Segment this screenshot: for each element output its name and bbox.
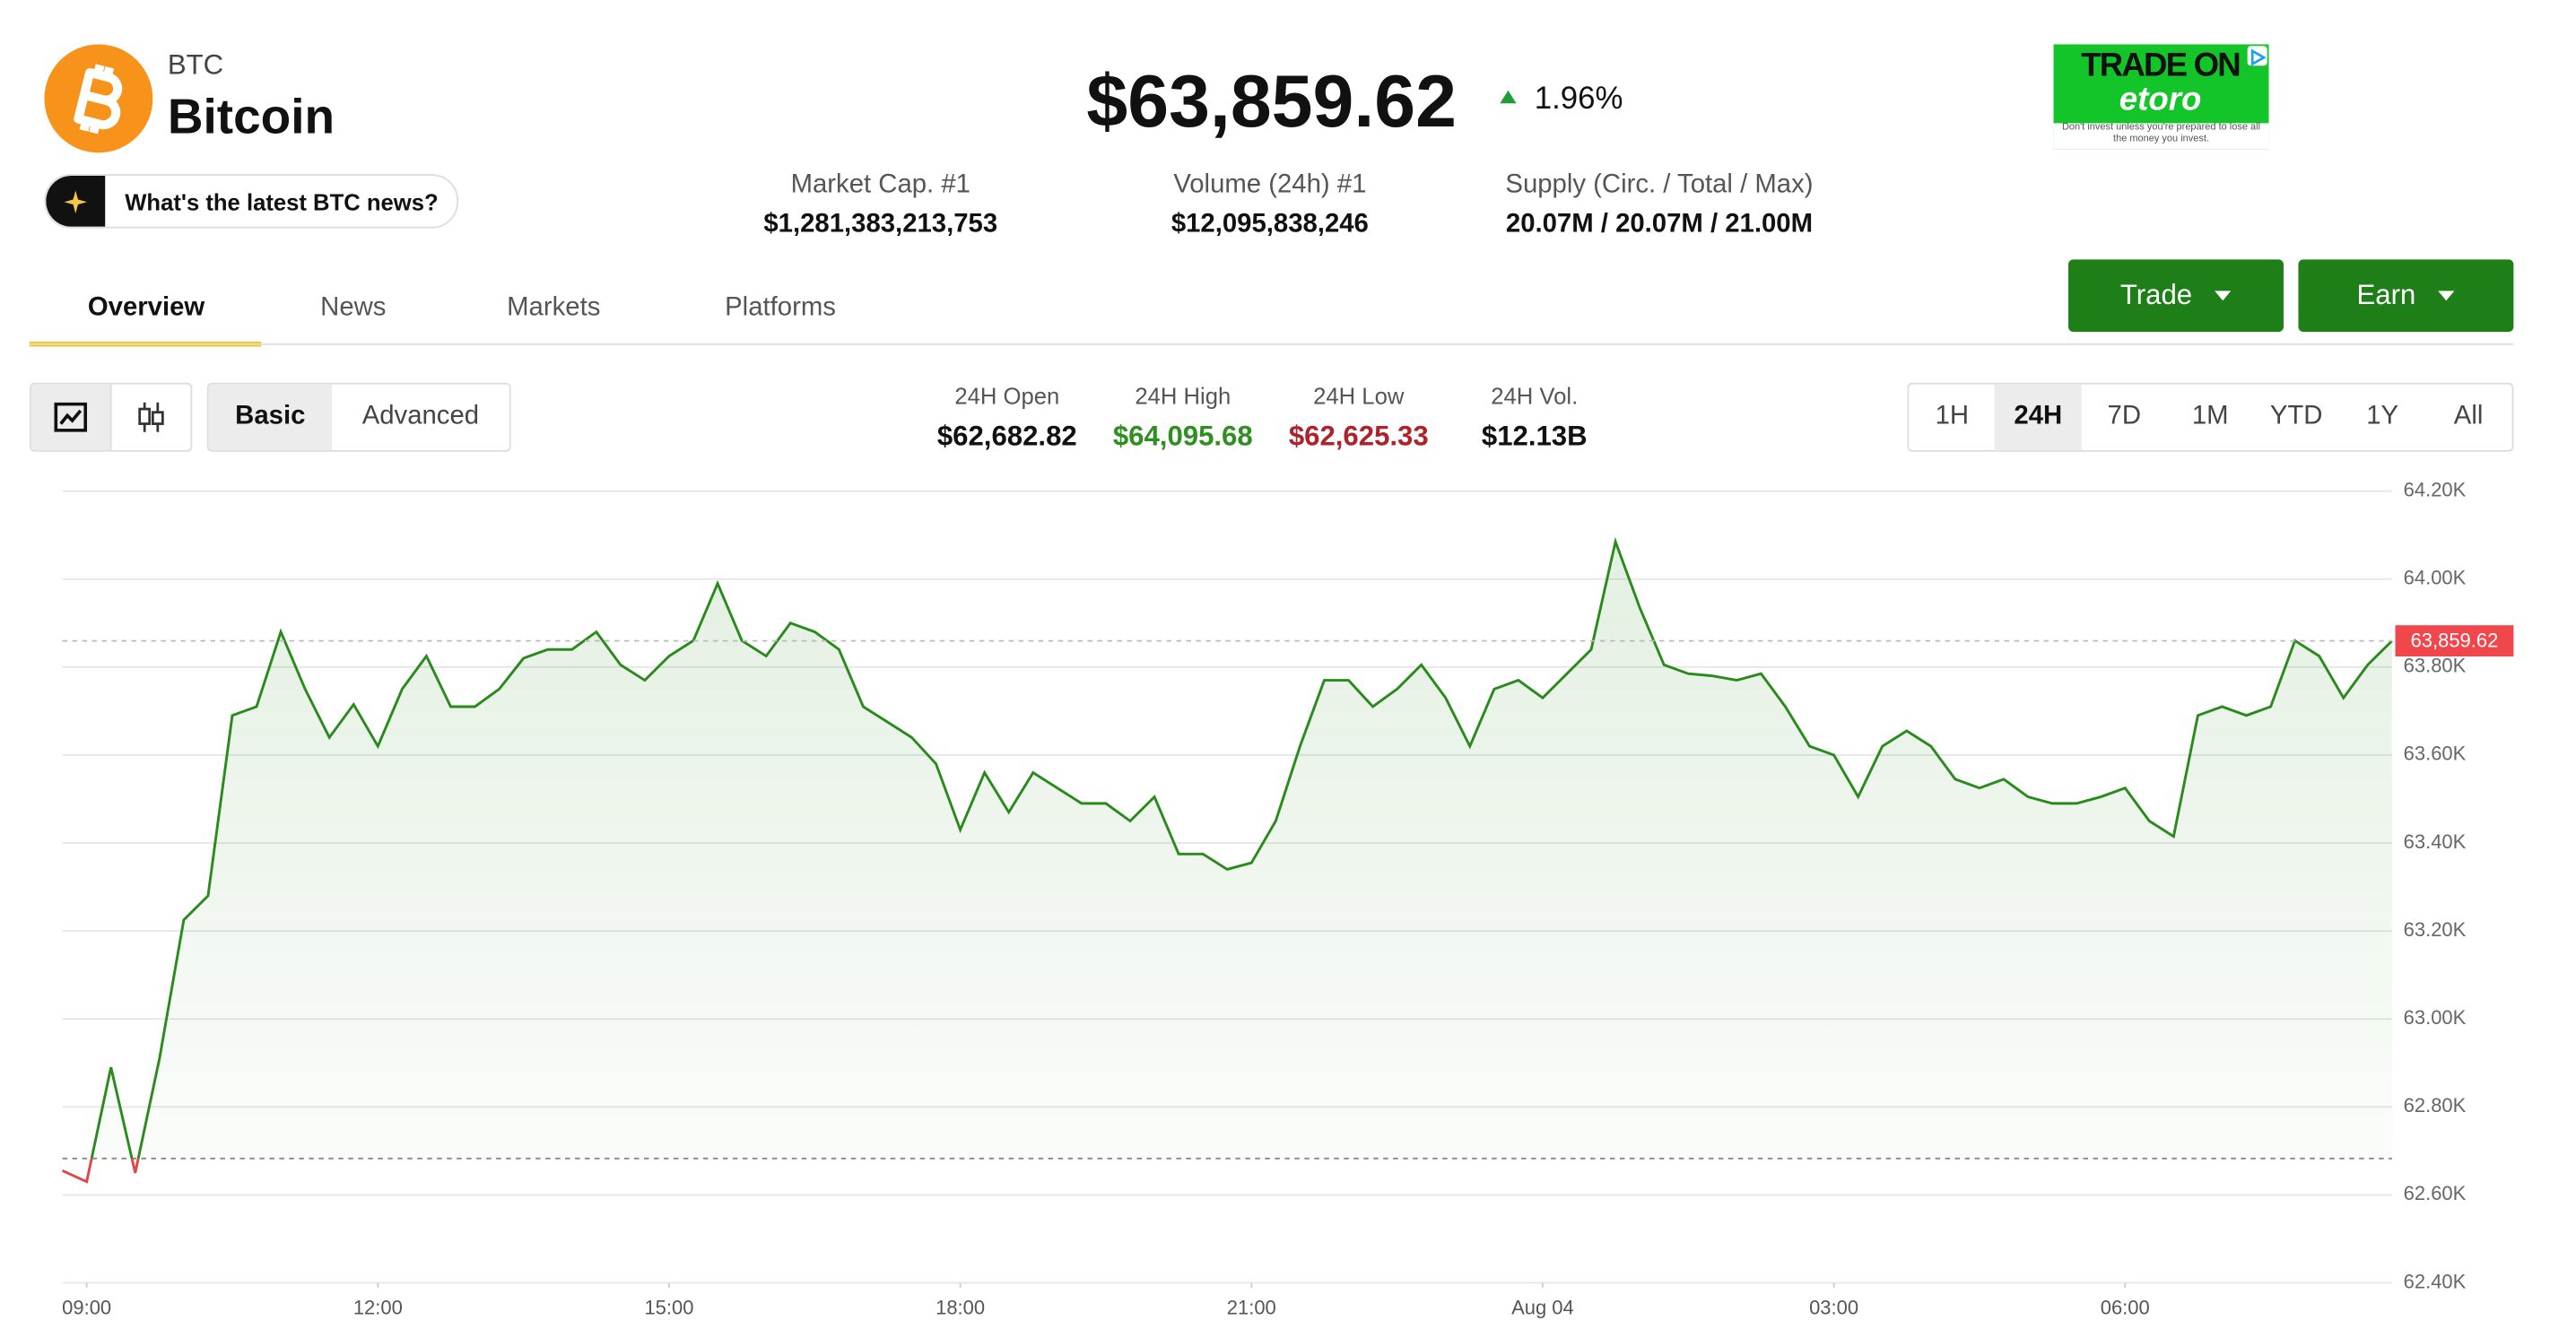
y-tick-label: 63.40K (2404, 830, 2467, 853)
y-tick-label: 63.20K (2404, 918, 2467, 941)
range-selector: 1H 24H 7D 1M YTD 1Y All (1907, 382, 2514, 452)
ohlc-label: 24H Vol. (1491, 382, 1579, 410)
y-tick-label: 64.00K (2404, 567, 2467, 589)
range-button[interactable]: YTD (2269, 402, 2323, 430)
ad-brand: etoro (2119, 82, 2202, 118)
news-prompt-text: What's the latest BTC news? (125, 187, 439, 215)
candle-chart-button[interactable] (111, 385, 191, 450)
last-price-badge (2395, 625, 2514, 657)
stat-label: Market Cap. #1 (790, 170, 970, 199)
bitcoin-logo (44, 44, 153, 153)
tab-divider (29, 343, 2514, 345)
line-chart-button[interactable] (30, 384, 111, 450)
ohlc-label: 24H Open (954, 382, 1060, 410)
ad-footer (2053, 123, 2269, 150)
x-tick-label: 06:00 (2101, 1297, 2150, 1319)
price-line (90, 536, 2393, 1159)
last-price-label: 63,859.62 (2411, 629, 2499, 651)
range-button[interactable]: 1M (2191, 402, 2229, 430)
ohlc-label: 24H Low (1313, 382, 1405, 410)
y-tick-label: 64.20K (2404, 478, 2467, 500)
ad-choice-icon (2247, 46, 2267, 66)
x-tick-label: 21:00 (1227, 1297, 1276, 1319)
tab[interactable]: Markets (507, 293, 601, 322)
x-tick-label: 09:00 (62, 1297, 111, 1319)
range-button[interactable]: 1H (1935, 402, 1970, 430)
action-button[interactable]: Trade (2068, 259, 2284, 332)
x-tick-label: 03:00 (1809, 1297, 1858, 1319)
action-label: Earn (2356, 279, 2416, 311)
coin-symbol: BTC (167, 48, 224, 81)
sparkle-icon (46, 175, 106, 227)
y-tick-label: 62.80K (2404, 1094, 2467, 1116)
stat-label: Volume (24h) #1 (1173, 170, 1367, 199)
mode-button[interactable]: Basic (208, 384, 332, 450)
x-tick-label: 18:00 (936, 1297, 985, 1319)
x-tick-label: Aug 04 (1511, 1297, 1574, 1319)
news-prompt[interactable]: What's the latest BTC news? (44, 174, 459, 229)
tab[interactable]: Overview (87, 293, 205, 322)
mode-button[interactable]: Advanced (361, 402, 480, 430)
range-button[interactable]: 1Y (2366, 402, 2399, 430)
action-label: Trade (2119, 279, 2193, 311)
ohlc-value: $12.13B (1481, 420, 1588, 452)
x-tick-label: 15:00 (644, 1297, 693, 1319)
y-tick-label: 63.80K (2404, 655, 2467, 677)
ad-disclaimer: Don't invest unless you're prepared to l… (2061, 123, 2261, 145)
price: $63,859.62 (1086, 58, 1457, 143)
ohlc-label: 24H High (1135, 382, 1231, 410)
coin-name: Bitcoin (167, 90, 335, 145)
ad-banner[interactable]: TRADE ON etoro Don't invest unless you'r… (2053, 44, 2269, 150)
price-area (91, 542, 2392, 1159)
chart-type-toggle (29, 382, 193, 452)
x-tick-label: 12:00 (353, 1297, 403, 1319)
stat-value: $1,281,383,213,753 (763, 210, 998, 239)
y-tick-label: 62.40K (2404, 1270, 2467, 1292)
ad-headline: TRADE ON (2081, 48, 2241, 84)
range-button[interactable]: 7D (2107, 402, 2141, 430)
ohlc-value: $64,095.68 (1112, 420, 1253, 452)
tab[interactable]: News (320, 293, 387, 322)
stat-value: $12,095,838,246 (1171, 210, 1369, 239)
price-change: 1.96% (1534, 82, 1623, 117)
y-tick-label: 63.00K (2404, 1006, 2467, 1029)
ohlc-value: $62,682.82 (936, 420, 1077, 452)
y-tick-label: 62.60K (2404, 1182, 2467, 1204)
up-arrow (1500, 90, 1517, 104)
mode-toggle: Basic Advanced (206, 382, 511, 452)
range-button[interactable]: 24H (1995, 384, 2082, 450)
action-button[interactable]: Earn (2298, 259, 2514, 332)
range-button[interactable]: All (2453, 402, 2484, 430)
stat-value: 20.07M / 20.07M / 21.00M (1505, 210, 1814, 239)
ohlc-value: $62,625.33 (1288, 420, 1429, 452)
stat-label: Supply (Circ. / Total / Max) (1505, 170, 1814, 199)
caret (2215, 291, 2232, 301)
tab[interactable]: Platforms (725, 293, 836, 322)
y-tick-label: 63.60K (2404, 743, 2467, 765)
caret (2438, 291, 2456, 301)
